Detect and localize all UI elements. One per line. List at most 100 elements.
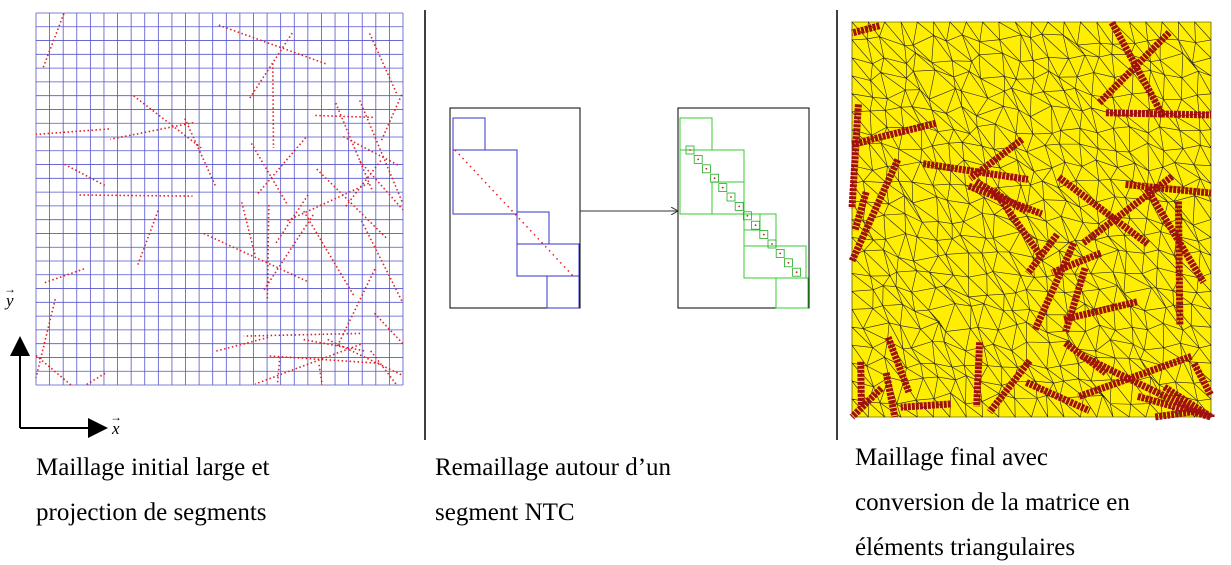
segment — [203, 232, 308, 283]
fibre — [1162, 384, 1213, 420]
cell — [685, 145, 695, 155]
cell — [767, 239, 777, 249]
cell — [759, 230, 769, 240]
y-axis-label: y — [4, 291, 14, 310]
segment — [213, 336, 269, 353]
cell — [743, 213, 761, 231]
segment — [276, 356, 281, 386]
segment — [35, 128, 109, 136]
segment — [302, 210, 356, 298]
remesh-panel — [449, 107, 810, 309]
cell — [710, 173, 719, 183]
segment — [240, 202, 257, 257]
dot — [730, 196, 732, 198]
cell — [702, 164, 711, 174]
segment — [79, 194, 193, 197]
fibre — [1076, 353, 1193, 401]
segment — [271, 63, 275, 148]
fibre — [1062, 267, 1089, 333]
dot — [713, 177, 716, 180]
fibre — [1062, 298, 1138, 323]
segment — [257, 137, 307, 195]
fibre — [968, 136, 1025, 182]
fibre — [849, 385, 884, 420]
dot — [771, 243, 773, 245]
caption-line: conversion de la matrice en — [855, 489, 1130, 516]
fibre — [986, 358, 1033, 415]
caption-line: segment NTC — [435, 499, 575, 526]
cell — [693, 154, 703, 164]
segment — [85, 372, 106, 386]
fibre — [1136, 393, 1212, 421]
vector-arrow: → — [4, 282, 16, 296]
segment — [342, 135, 401, 167]
fibre — [1056, 174, 1151, 248]
segment — [368, 33, 399, 96]
dot — [697, 158, 700, 161]
segment — [250, 143, 289, 206]
fibre — [973, 342, 984, 407]
fibre — [1125, 180, 1212, 197]
segment — [373, 312, 404, 345]
cell — [751, 220, 760, 230]
dot — [787, 261, 790, 264]
segment — [335, 102, 374, 193]
fibre — [1050, 249, 1103, 276]
segment — [262, 214, 314, 292]
segment — [303, 338, 365, 352]
segment — [318, 364, 323, 386]
fibre — [1191, 362, 1215, 398]
dot — [689, 149, 691, 151]
fibre — [900, 400, 951, 411]
cell — [784, 258, 793, 268]
caption-line: Remaillage autour d’un — [435, 454, 672, 481]
caption-line: Maillage initial large et — [36, 454, 270, 481]
fibre — [857, 361, 865, 407]
segment — [274, 194, 309, 245]
segment — [316, 168, 388, 239]
cell — [775, 248, 785, 258]
fibre — [1063, 340, 1108, 376]
cell — [516, 211, 550, 245]
dot — [779, 252, 782, 255]
cell — [734, 201, 744, 211]
caption-line: projection de segments — [36, 499, 267, 526]
fibre — [967, 182, 1044, 218]
segment — [243, 332, 361, 337]
cell — [792, 267, 801, 277]
dot — [738, 205, 741, 208]
segment — [360, 220, 403, 302]
cell — [546, 275, 580, 309]
cell — [718, 183, 728, 193]
fibre — [990, 187, 1043, 258]
cell — [452, 117, 486, 151]
cell — [775, 277, 809, 309]
fibre — [1174, 201, 1184, 325]
cell — [711, 181, 745, 215]
dot — [795, 271, 798, 274]
fibre — [884, 336, 913, 394]
fibre — [1108, 20, 1167, 119]
fibre — [1025, 232, 1060, 276]
segment — [380, 94, 403, 143]
x-axis-label: x — [111, 419, 120, 438]
dot — [762, 233, 765, 236]
box — [449, 107, 581, 309]
segment — [249, 32, 293, 99]
dot — [754, 224, 757, 227]
segment — [269, 355, 382, 365]
segment — [35, 299, 56, 378]
initial-mesh — [35, 12, 404, 386]
segment — [42, 13, 65, 69]
cell — [679, 117, 713, 151]
fibre — [848, 104, 862, 209]
fibre — [851, 191, 870, 232]
segment — [64, 163, 106, 187]
caption-line: éléments triangulaires — [855, 534, 1075, 561]
cell — [743, 245, 807, 279]
cell — [452, 149, 518, 215]
dot — [705, 167, 708, 170]
segment — [336, 268, 376, 348]
cell — [516, 243, 580, 277]
